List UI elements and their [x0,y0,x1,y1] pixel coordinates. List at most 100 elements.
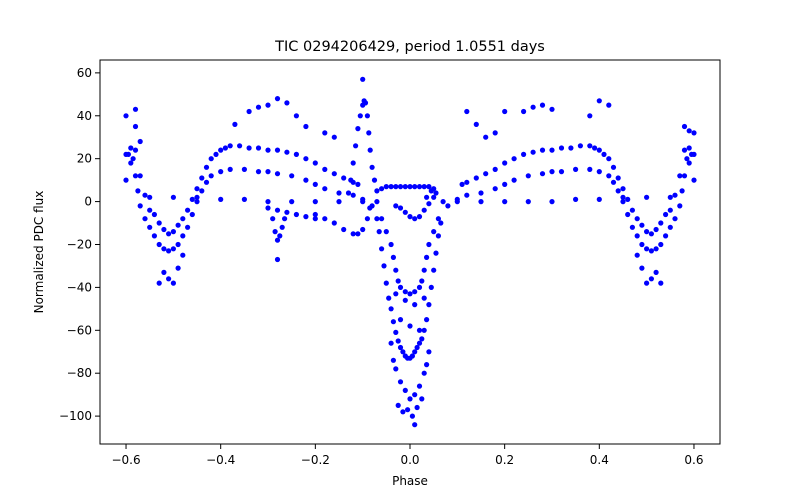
data-point [634,216,640,222]
data-point [416,327,423,333]
data-point [601,151,607,157]
x-tick-label: 0.6 [684,453,703,467]
data-point [322,216,328,222]
x-tick-label: −0.4 [206,453,235,467]
data-point [610,179,617,185]
data-point [331,171,337,177]
data-point [502,108,508,115]
data-point [492,130,498,136]
data-point [634,252,640,258]
data-point [419,396,425,402]
data-point [386,295,392,301]
x-axis-label: Phase [392,474,428,488]
data-point [147,194,153,200]
data-point [653,246,659,252]
data-point [241,166,247,172]
data-point [677,173,683,179]
data-point [303,123,309,130]
chart-title: TIC 0294206429, period 1.0551 days [274,39,545,55]
data-point [412,184,418,190]
data-point [433,250,439,256]
data-point [412,302,418,308]
data-point [237,143,243,149]
data-point [355,181,361,187]
data-point [312,199,318,205]
data-point [421,370,427,376]
data-point [412,422,418,428]
data-point [232,121,238,127]
data-point [246,145,252,151]
data-point [142,192,148,198]
data-point [322,130,328,136]
data-point [492,186,498,192]
data-point [421,184,427,190]
data-point [397,284,404,290]
data-point [348,177,354,183]
data-point [272,229,278,235]
data-point [331,134,337,140]
data-point [341,175,347,181]
data-point [426,349,432,355]
data-point [402,184,408,190]
data-point [170,229,176,235]
data-point [360,226,366,233]
data-point [639,222,645,228]
data-point [483,171,489,177]
data-point [667,207,673,213]
y-tick-label: 20 [77,152,92,166]
data-point [369,164,375,170]
data-point [379,246,385,252]
data-point [137,138,143,145]
data-point [511,156,517,162]
data-point [393,329,399,335]
data-point [483,134,489,140]
data-point [132,123,139,130]
data-point [405,407,411,413]
data-point [424,362,430,368]
data-point [142,216,148,222]
data-point [161,246,167,252]
y-tick-label: −60 [67,323,92,337]
data-point [194,199,200,205]
data-point [284,100,290,106]
data-point [681,147,688,153]
data-point [416,383,423,389]
data-point [246,108,252,115]
data-point [156,241,162,248]
data-point [128,145,134,151]
data-point [364,113,370,119]
data-point [402,297,408,303]
data-point [438,220,444,226]
data-point [416,184,423,190]
data-point [473,121,479,127]
data-point [672,216,678,222]
data-point [691,130,697,136]
data-point [530,149,536,155]
data-point [407,291,413,297]
data-point [644,229,650,235]
data-point [549,147,555,153]
data-point [426,302,432,308]
data-point [679,188,685,194]
y-tick-label: −40 [67,280,92,294]
data-point [663,211,669,218]
data-point [644,194,650,200]
data-point [265,199,271,205]
data-point [360,199,366,205]
y-tick-label: −100 [59,409,92,423]
data-point [525,173,531,179]
data-point [203,164,210,170]
data-point [282,216,288,222]
data-point [573,166,579,172]
data-point [424,194,430,200]
y-tick-label: 0 [84,195,92,209]
data-point [686,160,692,166]
data-point [341,226,347,233]
data-point [606,173,612,179]
data-point [397,317,404,323]
data-point [374,216,380,222]
data-point [412,392,418,398]
data-point [502,199,508,205]
data-point [277,233,283,239]
